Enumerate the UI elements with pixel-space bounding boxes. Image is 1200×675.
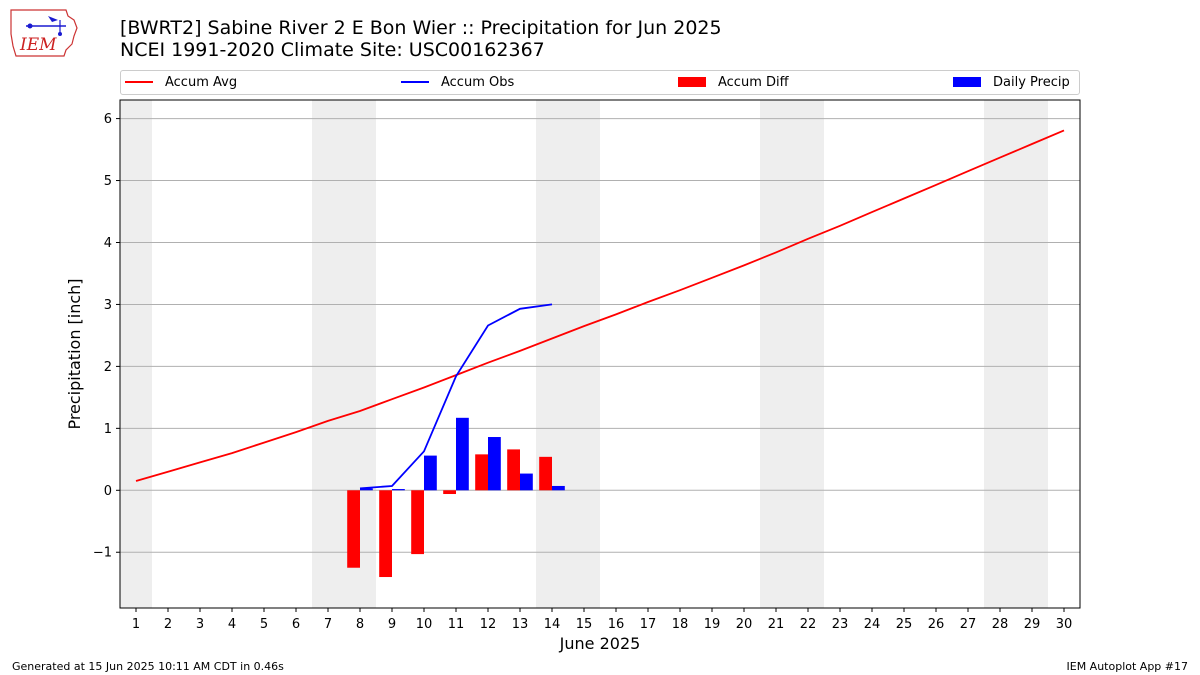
- x-tick-label: 1: [132, 617, 140, 632]
- y-tick-label: 0: [104, 484, 112, 499]
- y-tick-label: −1: [93, 546, 112, 561]
- legend: Accum Avg Accum Obs Accum Diff Daily Pre…: [120, 70, 1080, 95]
- legend-swatch-accum-avg: [125, 81, 153, 83]
- y-tick-label: 2: [104, 360, 112, 375]
- footer-app-text: IEM Autoplot App #17: [1066, 660, 1189, 673]
- iowa-map-icon: IEM: [10, 9, 78, 57]
- legend-label-accum-diff: Accum Diff: [718, 74, 789, 90]
- x-tick-label: 19: [704, 617, 721, 632]
- title-line-1: [BWRT2] Sabine River 2 E Bon Wier :: Pre…: [120, 17, 722, 39]
- y-axis-label: Precipitation [inch]: [65, 278, 84, 429]
- legend-swatch-accum-diff: [678, 77, 706, 87]
- x-tick-label: 30: [1056, 617, 1073, 632]
- x-tick-label: 6: [292, 617, 300, 632]
- x-tick-label: 28: [992, 617, 1009, 632]
- y-tick-label: 3: [104, 298, 112, 313]
- x-tick-label: 7: [324, 617, 332, 632]
- accum-diff-bar: [539, 456, 552, 491]
- chart-title: [BWRT2] Sabine River 2 E Bon Wier :: Pre…: [120, 17, 722, 61]
- svg-text:IEM: IEM: [19, 35, 57, 55]
- footer-generated-text: Generated at 15 Jun 2025 10:11 AM CDT in…: [12, 660, 284, 673]
- daily-precip-bar: [520, 473, 533, 491]
- daily-precip-bar: [552, 485, 565, 491]
- x-tick-label: 12: [480, 617, 497, 632]
- accum-diff-bar: [411, 490, 424, 555]
- x-tick-label: 22: [800, 617, 817, 632]
- x-tick-label: 14: [544, 617, 561, 632]
- x-axis-label: June 2025: [559, 634, 641, 653]
- weekend-band-3: [536, 100, 600, 608]
- legend-label-accum-obs: Accum Obs: [441, 74, 515, 90]
- weekend-band-5: [984, 100, 1048, 608]
- x-tick-label: 25: [896, 617, 913, 632]
- x-tick-label: 10: [416, 617, 433, 632]
- x-tick-label: 13: [512, 617, 529, 632]
- legend-item-accum-diff: Accum Diff: [678, 74, 789, 90]
- x-tick-label: 26: [928, 617, 945, 632]
- x-tick-label: 18: [672, 617, 689, 632]
- x-tick-label: 5: [260, 617, 268, 632]
- y-tick-label: 1: [104, 422, 112, 437]
- x-tick-label: 8: [356, 617, 364, 632]
- iem-logo: IEM: [8, 6, 80, 60]
- x-tick-label: 9: [388, 617, 396, 632]
- y-tick-label: 6: [104, 112, 112, 127]
- daily-precip-bar: [488, 437, 501, 491]
- accum-diff-bar: [507, 449, 520, 491]
- x-tick-label: 23: [832, 617, 849, 632]
- legend-item-daily-precip: Daily Precip: [953, 74, 1070, 90]
- weekend-band-2: [312, 100, 376, 608]
- daily-precip-bar: [392, 489, 405, 491]
- accum-avg-line: [135, 129, 1065, 482]
- daily-precip-bar: [360, 488, 373, 491]
- daily-precip-bar: [424, 455, 437, 491]
- y-tick-label: 5: [104, 174, 112, 189]
- accum-diff-bar: [347, 490, 360, 568]
- weekend-band-1: [120, 100, 152, 608]
- x-tick-label: 16: [608, 617, 625, 632]
- legend-label-accum-avg: Accum Avg: [165, 74, 238, 90]
- y-tick-label: 4: [104, 236, 112, 251]
- accum-diff-bar: [379, 490, 392, 578]
- x-tick-label: 24: [864, 617, 881, 632]
- weekend-band-4: [760, 100, 824, 608]
- legend-item-accum-avg: Accum Avg: [125, 74, 237, 90]
- accum-diff-bar: [443, 490, 456, 495]
- daily-precip-bar: [456, 417, 469, 491]
- x-tick-label: 15: [576, 617, 593, 632]
- plot-frame: [119, 99, 1081, 609]
- accum-diff-bar: [475, 454, 488, 491]
- x-tick-label: 29: [1024, 617, 1041, 632]
- x-tick-label: 11: [448, 617, 465, 632]
- x-tick-label: 3: [196, 617, 204, 632]
- x-tick-label: 17: [640, 617, 657, 632]
- x-tick-label: 4: [228, 617, 236, 632]
- x-tick-label: 21: [768, 617, 785, 632]
- legend-swatch-accum-obs: [401, 81, 429, 83]
- x-tick-label: 27: [960, 617, 977, 632]
- title-line-2: NCEI 1991-2020 Climate Site: USC00162367: [120, 39, 545, 61]
- legend-item-accum-obs: Accum Obs: [401, 74, 514, 90]
- legend-swatch-daily-precip: [953, 77, 981, 87]
- accum-obs-line: [359, 303, 553, 490]
- legend-label-daily-precip: Daily Precip: [993, 74, 1070, 90]
- x-tick-label: 20: [736, 617, 753, 632]
- x-tick-label: 2: [164, 617, 172, 632]
